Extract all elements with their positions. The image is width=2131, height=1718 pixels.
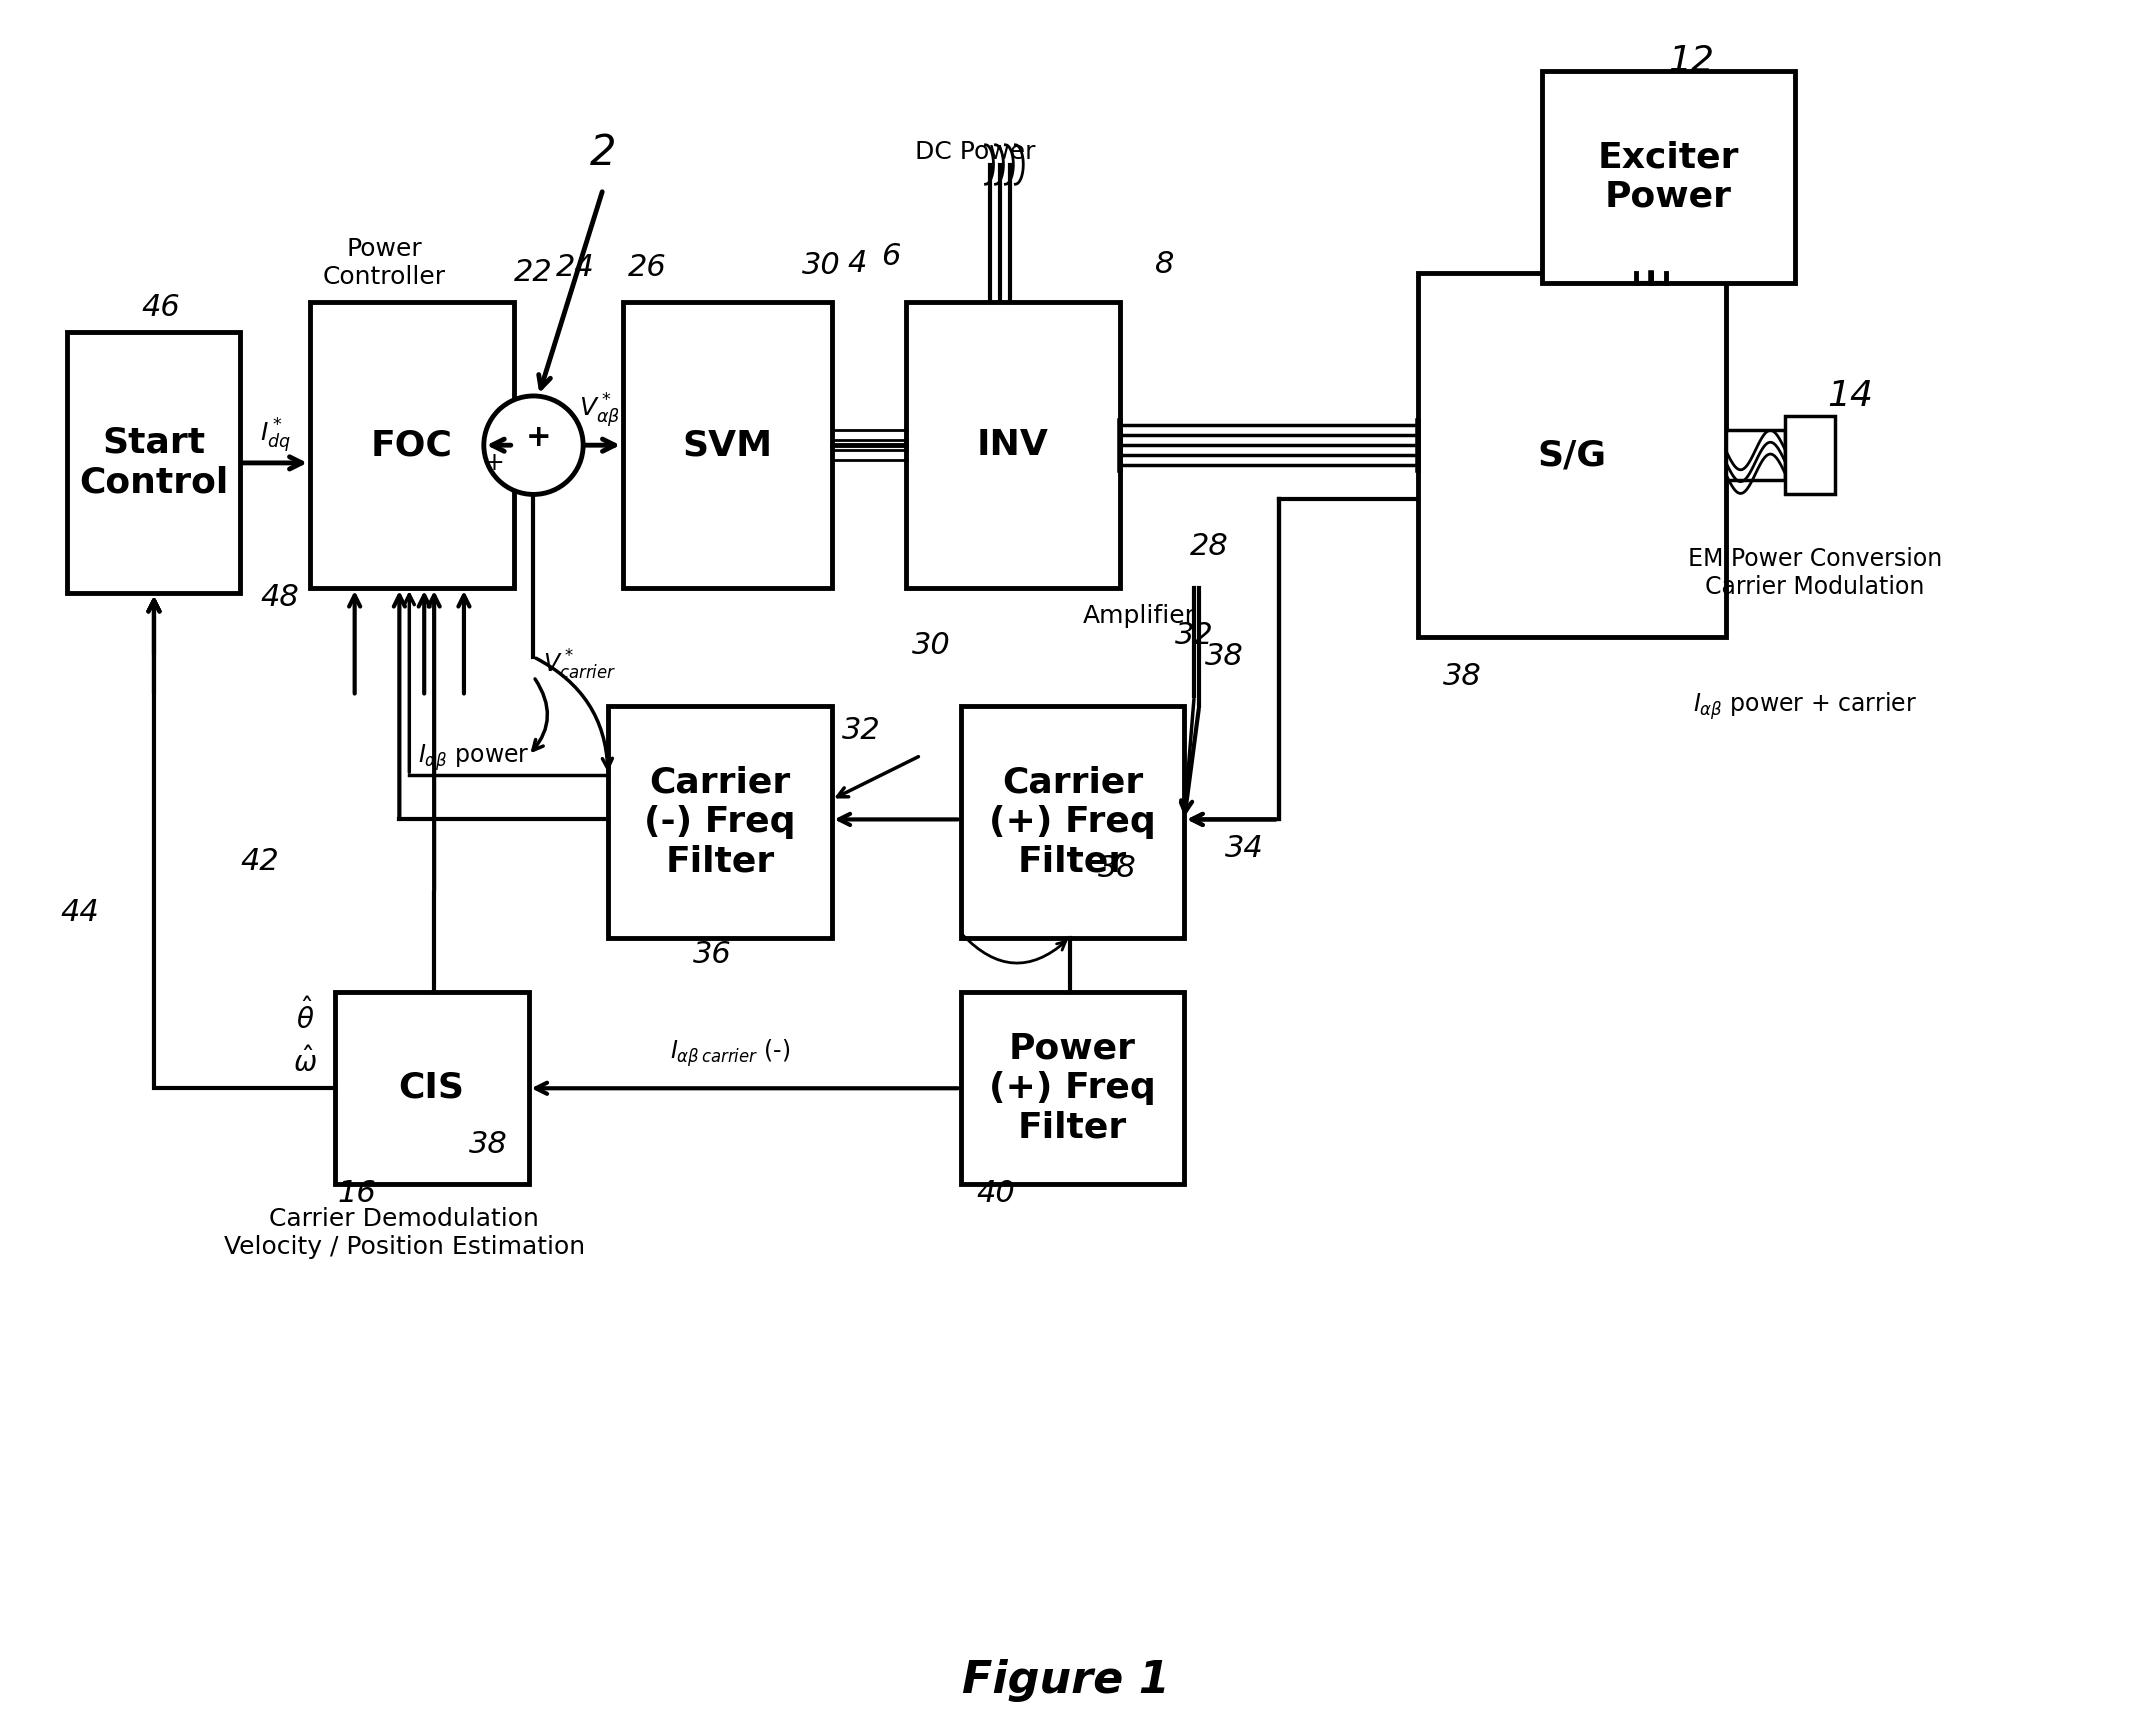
Text: 30: 30 [912,631,950,660]
FancyBboxPatch shape [1417,273,1726,637]
FancyBboxPatch shape [1786,416,1835,495]
Text: 34: 34 [1225,835,1264,864]
FancyBboxPatch shape [335,991,528,1184]
Text: Exciter
Power: Exciter Power [1598,141,1739,213]
Text: 28: 28 [1189,533,1227,562]
Text: $I_{\alpha\beta\,carrier}$ (-): $I_{\alpha\beta\,carrier}$ (-) [669,1038,791,1069]
Text: 38: 38 [1443,661,1481,691]
FancyBboxPatch shape [961,991,1185,1184]
Text: $V^*_{carrier}$: $V^*_{carrier}$ [543,648,616,682]
Text: 38: 38 [1097,854,1138,883]
Text: 48: 48 [260,584,300,612]
Text: 38: 38 [469,1130,507,1160]
Text: $I_{\alpha\beta}$ power: $I_{\alpha\beta}$ power [418,742,531,773]
FancyBboxPatch shape [1726,431,1786,479]
Text: $I_{\alpha\beta}$ power + carrier: $I_{\alpha\beta}$ power + carrier [1692,691,1918,722]
Text: 24: 24 [556,254,595,282]
Text: 12: 12 [1669,45,1713,77]
Text: Amplifier: Amplifier [1083,603,1195,627]
FancyBboxPatch shape [906,302,1119,588]
Text: 36: 36 [693,940,731,969]
Text: 40: 40 [976,1179,1014,1208]
Text: +: + [526,423,552,452]
Text: $I^*_{dq}$: $I^*_{dq}$ [260,416,290,455]
Text: Start
Control: Start Control [79,426,228,500]
Text: 22: 22 [514,258,552,287]
FancyBboxPatch shape [1543,70,1794,283]
Text: SVM: SVM [682,428,771,462]
Text: $\hat{\theta}$: $\hat{\theta}$ [296,998,313,1034]
Text: 38: 38 [1204,643,1242,672]
Text: 14: 14 [1826,380,1873,412]
Text: 46: 46 [141,292,181,321]
Text: 44: 44 [60,899,98,928]
Text: 4: 4 [848,249,867,278]
Text: 16: 16 [337,1179,375,1208]
Text: Figure 1: Figure 1 [961,1660,1170,1703]
FancyBboxPatch shape [622,302,831,588]
Text: 32: 32 [842,716,880,746]
FancyBboxPatch shape [309,302,514,588]
FancyBboxPatch shape [961,706,1185,938]
Text: 32: 32 [1174,620,1213,649]
Text: S/G: S/G [1536,438,1607,472]
Text: Carrier Demodulation
Velocity / Position Estimation: Carrier Demodulation Velocity / Position… [224,1208,584,1259]
Text: 42: 42 [241,847,279,876]
Text: Carrier
(+) Freq
Filter: Carrier (+) Freq Filter [989,766,1155,878]
Text: $\hat{\omega}$: $\hat{\omega}$ [292,1048,318,1079]
Text: Power
Controller: Power Controller [324,237,445,289]
Text: 26: 26 [629,254,667,282]
Text: 6: 6 [882,242,901,271]
Text: $V^*_{\alpha\beta}$: $V^*_{\alpha\beta}$ [580,392,620,430]
Text: 2: 2 [590,132,616,174]
Text: INV: INV [976,428,1048,462]
Text: 8: 8 [1155,251,1174,280]
Circle shape [484,395,584,495]
Text: Power
(+) Freq
Filter: Power (+) Freq Filter [989,1031,1155,1144]
Text: EM Power Conversion
Carrier Modulation: EM Power Conversion Carrier Modulation [1688,548,1941,600]
Text: Carrier
(-) Freq
Filter: Carrier (-) Freq Filter [644,766,795,878]
Text: +: + [484,450,505,474]
Text: CIS: CIS [398,1070,465,1105]
Text: 30: 30 [801,251,842,280]
Text: FOC: FOC [371,428,452,462]
FancyBboxPatch shape [607,706,831,938]
Text: DC Power: DC Power [916,139,1036,163]
FancyBboxPatch shape [66,332,241,593]
